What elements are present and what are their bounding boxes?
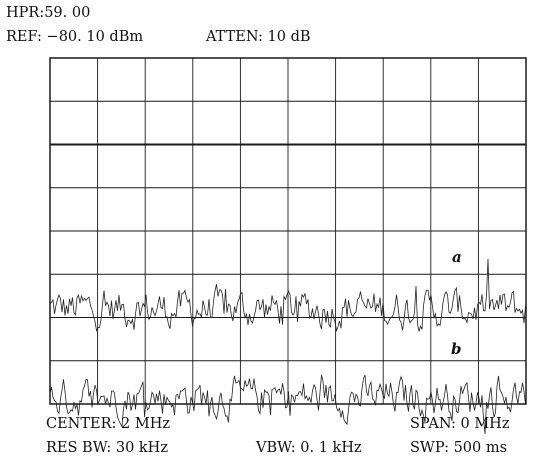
hpr-readout: HPR:59. 00: [6, 5, 91, 21]
trace-a: [49, 258, 526, 333]
ref-level-readout: REF: −80. 10 dBm: [6, 29, 144, 45]
trace-labels: ab: [451, 248, 462, 358]
sweep-time-readout: SWP: 500 ms: [410, 440, 508, 456]
resolution-bandwidth-readout: RES BW: 30 kHz: [46, 440, 168, 456]
trace-label-a: a: [452, 248, 462, 266]
grid: [49, 57, 527, 405]
video-bandwidth-readout: VBW: 0. 1 kHz: [256, 440, 362, 456]
trace-b: [49, 374, 526, 435]
traces: [49, 258, 526, 435]
span-readout: SPAN: 0 MHz: [410, 416, 510, 432]
attenuation-readout: ATTEN: 10 dB: [206, 29, 311, 45]
trace-label-b: b: [451, 340, 462, 358]
center-frequency-readout: CENTER: 2 MHz: [46, 416, 171, 432]
